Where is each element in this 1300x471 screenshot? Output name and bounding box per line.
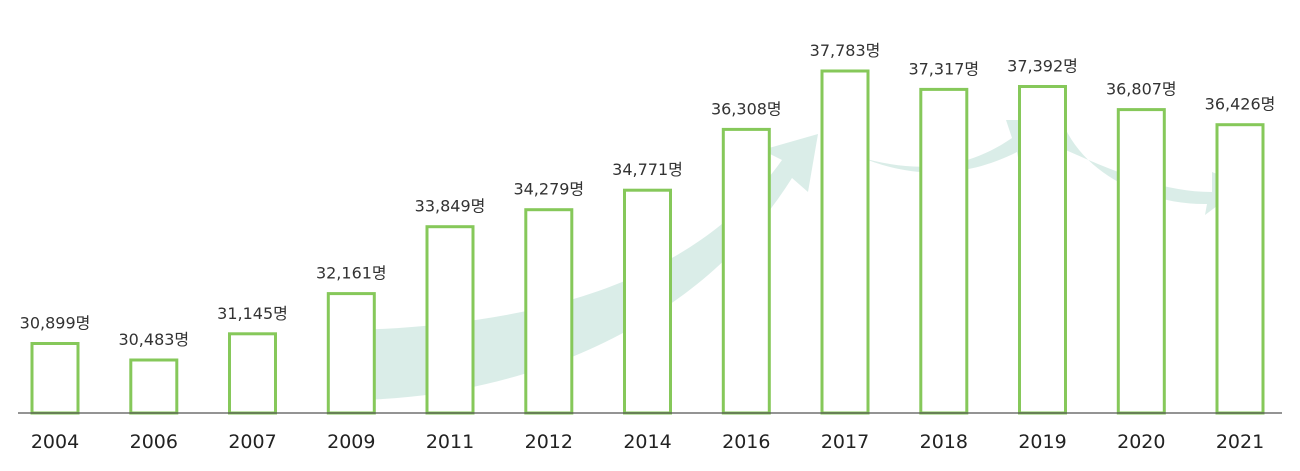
bar-2009 <box>326 292 376 415</box>
bar-2012 <box>524 208 574 415</box>
x-tick-label-2019: 2019 <box>1018 431 1066 453</box>
x-tick-label-2004: 2004 <box>31 431 79 453</box>
value-label-2016: 36,308명 <box>711 99 782 118</box>
bar-2011 <box>425 225 475 415</box>
value-label-2006: 30,483명 <box>118 330 189 349</box>
trend-arrow-decline <box>1050 128 1245 215</box>
bars <box>30 69 1265 415</box>
trend-arrows <box>355 120 1245 400</box>
x-tick-label-2020: 2020 <box>1117 431 1165 453</box>
x-tick-label-2021: 2021 <box>1216 431 1264 453</box>
bar-2019 <box>1018 85 1067 415</box>
bar-2007 <box>228 332 277 415</box>
x-tick-label-2011: 2011 <box>426 431 474 453</box>
bar-2018 <box>919 87 969 415</box>
bar-2016 <box>721 127 771 415</box>
value-label-2009: 32,161명 <box>316 264 387 283</box>
x-tick-label-2014: 2014 <box>623 431 671 453</box>
value-label-2021: 36,426명 <box>1205 95 1276 114</box>
value-label-2020: 36,807명 <box>1106 80 1177 99</box>
x-tick-label-2012: 2012 <box>525 431 573 453</box>
bar-2020 <box>1116 108 1166 415</box>
trend-arrow-peak <box>824 120 1050 173</box>
bar-2014 <box>623 188 672 415</box>
value-label-2014: 34,771명 <box>612 160 683 179</box>
value-label-2011: 33,849명 <box>415 197 486 216</box>
x-tick-label-2009: 2009 <box>327 431 375 453</box>
value-label-2017: 37,783명 <box>810 41 881 60</box>
value-label-2004: 30,899명 <box>20 314 91 333</box>
value-labels: 30,899명 30,483명 31,145명 32,161명 33,849명 34,27… <box>20 41 1276 349</box>
x-tick-label-2006: 2006 <box>130 431 178 453</box>
x-tick-label-2017: 2017 <box>821 431 869 453</box>
x-axis-labels: 2004 2006 2007 2009 2011 2012 2014 2016 2017 2018… <box>31 431 1264 453</box>
value-label-2018: 37,317명 <box>908 59 979 78</box>
value-label-2007: 31,145명 <box>217 304 288 323</box>
x-tick-label-2016: 2016 <box>722 431 770 453</box>
value-label-2019: 37,392명 <box>1007 57 1078 76</box>
bar-2021 <box>1215 123 1265 415</box>
bar-2017 <box>820 69 870 415</box>
x-tick-label-2018: 2018 <box>920 431 968 453</box>
value-label-2012: 34,279명 <box>513 180 584 199</box>
x-tick-label-2007: 2007 <box>228 431 276 453</box>
bar-2004 <box>30 342 80 415</box>
bar-2006 <box>129 358 179 415</box>
